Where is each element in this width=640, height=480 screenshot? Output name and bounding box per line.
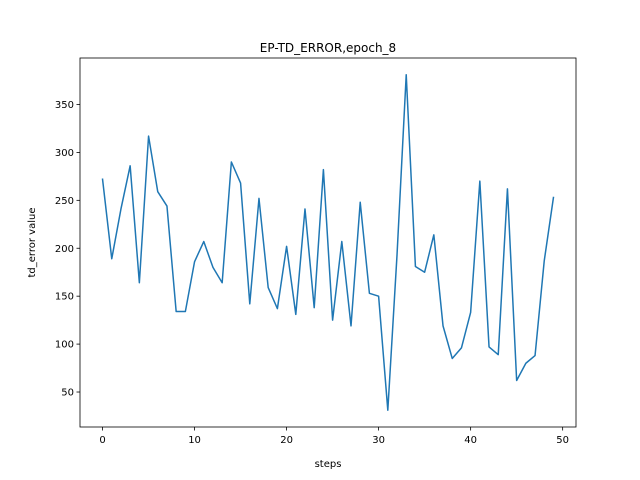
x-tick-label: 40 [464, 435, 477, 446]
x-tick-label: 10 [188, 435, 201, 446]
x-tick-label: 0 [99, 435, 105, 446]
y-tick-label: 150 [55, 292, 74, 303]
x-tick-label: 20 [280, 435, 293, 446]
x-tick-label: 30 [372, 435, 385, 446]
y-tick-label: 300 [55, 148, 74, 159]
y-axis-label: td_error value [27, 208, 38, 278]
y-tick-label: 100 [55, 340, 74, 351]
x-tick-label: 50 [556, 435, 569, 446]
series-line [101, 74, 555, 411]
y-axis-ticks: 50 100 150 200 250 300 350 [55, 100, 80, 399]
x-axis-label: steps [315, 459, 342, 470]
plot-area-frame [79, 57, 577, 428]
y-tick-label: 200 [55, 244, 74, 255]
y-tick-label: 50 [61, 388, 74, 399]
chart-title: EP-TD_ERROR,epoch_8 [260, 41, 396, 55]
x-axis-ticks: 0 10 20 30 40 50 [99, 427, 569, 446]
y-tick-label: 250 [55, 196, 74, 207]
y-tick-label: 350 [55, 100, 74, 111]
